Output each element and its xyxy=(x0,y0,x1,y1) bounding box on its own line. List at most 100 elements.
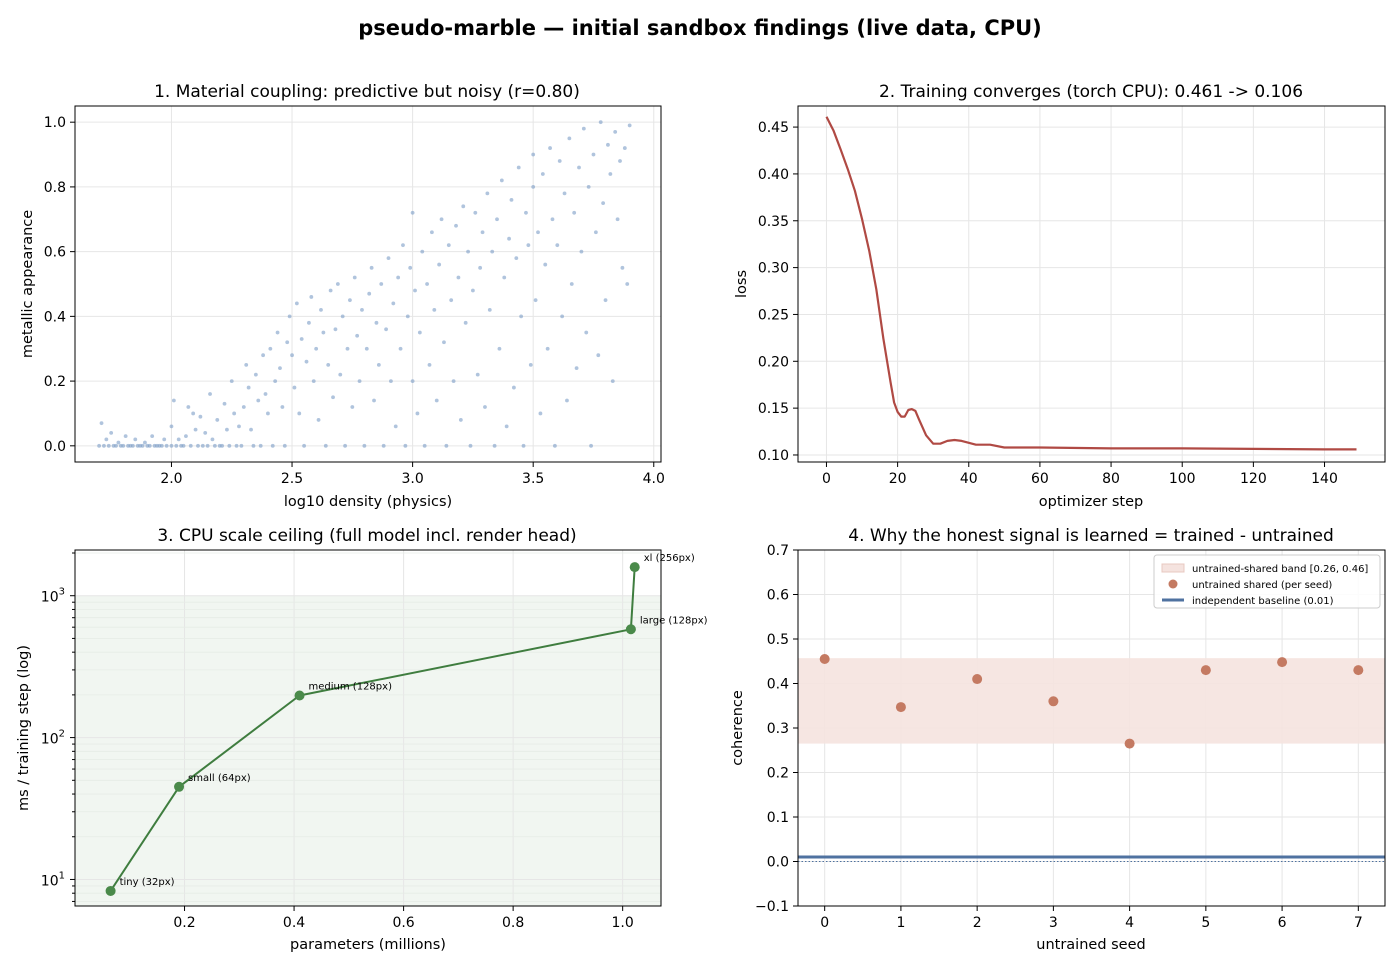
xtick-label: 0.6 xyxy=(392,915,414,931)
scatter-point xyxy=(109,430,114,435)
scatter-point xyxy=(169,424,174,429)
panel3-title: 3. CPU scale ceiling (full model incl. r… xyxy=(157,526,576,546)
scatter-point xyxy=(244,363,249,367)
ytick-label: 103 xyxy=(41,587,65,606)
scatter-point xyxy=(543,262,548,267)
scatter-point xyxy=(360,307,364,312)
scatter-point xyxy=(521,443,526,448)
scatter-point xyxy=(237,424,241,429)
point-annotation: small (64px) xyxy=(188,773,251,784)
scatter-point xyxy=(362,443,367,448)
scatter-point xyxy=(338,372,343,377)
scatter-point xyxy=(350,405,355,409)
panel2-xlabel: optimizer step xyxy=(1039,494,1143,510)
scatter-point xyxy=(579,249,584,254)
scatter-point xyxy=(565,398,569,403)
scatter-point xyxy=(574,366,579,371)
scatter-point xyxy=(398,346,403,351)
scatter-point xyxy=(386,256,391,261)
legend-label-band: untrained-shared band [0.26, 0.46] xyxy=(1192,564,1368,575)
figure-title: pseudo-marble — initial sandbox findings… xyxy=(358,16,1042,40)
xtick-label: 140 xyxy=(1311,471,1338,487)
scatter-point xyxy=(188,443,193,448)
scatter-point xyxy=(133,437,138,442)
scatter-point xyxy=(405,314,410,319)
xtick-label: 2 xyxy=(973,915,982,931)
scatter-point xyxy=(343,443,347,448)
legend-box xyxy=(1153,554,1381,609)
scatter-point xyxy=(475,372,480,377)
scatter-point xyxy=(569,282,574,286)
scatter-point xyxy=(234,443,239,448)
scatter-point xyxy=(478,265,483,270)
scale-point xyxy=(294,690,305,701)
scatter-point xyxy=(169,443,174,448)
scatter-point xyxy=(581,126,586,131)
scatter-point xyxy=(372,398,376,403)
xtick-label: 0 xyxy=(820,915,829,931)
scatter-point xyxy=(499,178,504,183)
scatter-point xyxy=(331,395,335,400)
ytick-label: 0.30 xyxy=(758,261,789,277)
scatter-point xyxy=(203,430,208,435)
untrained-band xyxy=(798,658,1385,744)
scatter-point xyxy=(311,379,316,383)
scatter-point xyxy=(422,443,427,448)
scatter-point xyxy=(454,223,458,228)
scatter-point xyxy=(432,307,437,312)
legend-label-baseline: independent baseline (0.01) xyxy=(1192,596,1334,607)
scatter-point xyxy=(531,152,536,157)
scatter-point xyxy=(333,327,338,332)
scatter-point xyxy=(410,210,415,215)
scatter-point xyxy=(102,443,106,448)
seed-point xyxy=(1200,665,1211,676)
scale-point xyxy=(105,885,116,896)
ytick-label: 0.6 xyxy=(44,245,66,261)
scatter-point xyxy=(572,210,577,215)
panel-training-loss: 2. Training converges (torch CPU): 0.461… xyxy=(734,82,1386,510)
scatter-point xyxy=(461,204,466,209)
panel1-ylabel: metallic appearance xyxy=(20,210,36,358)
scatter-point xyxy=(335,282,340,286)
scatter-point xyxy=(159,443,164,448)
scatter-point xyxy=(415,411,420,416)
scatter-point xyxy=(352,275,357,280)
scatter-point xyxy=(625,282,630,286)
scatter-point xyxy=(485,191,490,196)
scatter-point xyxy=(471,288,475,293)
scatter-point xyxy=(434,398,439,403)
scatter-point xyxy=(536,230,540,235)
xtick-label: 60 xyxy=(1031,471,1049,487)
scatter-point xyxy=(509,197,514,202)
xtick-label: 0.4 xyxy=(283,915,305,931)
scatter-point xyxy=(147,443,152,448)
legend-swatch-band xyxy=(1161,563,1185,573)
panel2-title: 2. Training converges (torch CPU): 0.461… xyxy=(879,82,1303,102)
scatter-point xyxy=(287,314,292,319)
ytick-label: 0.6 xyxy=(767,588,789,604)
scatter-point xyxy=(116,440,121,445)
ytick-label: 0.4 xyxy=(767,677,789,693)
ytick-label: 0.10 xyxy=(758,448,789,464)
seed-point xyxy=(1277,657,1288,668)
seed-point xyxy=(1353,665,1364,676)
scatter-point xyxy=(121,443,126,448)
ytick-label: 0.25 xyxy=(758,307,789,323)
scatter-point xyxy=(381,443,386,448)
scatter-point xyxy=(589,443,593,448)
xtick-label: 0.8 xyxy=(502,915,524,931)
scatter-point xyxy=(171,398,176,403)
scatter-point xyxy=(282,443,287,448)
xtick-label: 3.0 xyxy=(401,471,423,487)
scatter-point xyxy=(193,427,198,432)
ytick-label: 0.4 xyxy=(44,309,66,325)
xtick-label: 120 xyxy=(1240,471,1267,487)
ytick-label: −0.1 xyxy=(755,899,789,915)
ytick-exponent: 1 xyxy=(59,870,65,881)
scatter-point xyxy=(502,275,507,280)
scatter-point xyxy=(208,392,212,396)
panel4-ylabel: coherence xyxy=(730,690,746,766)
scatter-point xyxy=(140,443,145,448)
scatter-point xyxy=(557,159,562,163)
scatter-point xyxy=(606,142,610,147)
